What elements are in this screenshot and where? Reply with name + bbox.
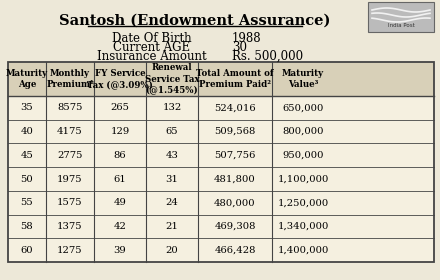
Text: 4175: 4175 bbox=[57, 127, 83, 136]
Text: 39: 39 bbox=[114, 246, 126, 255]
Text: 480,000: 480,000 bbox=[214, 198, 256, 207]
Text: 1575: 1575 bbox=[57, 198, 83, 207]
Text: 481,800: 481,800 bbox=[214, 174, 256, 183]
Text: FY Service
Tax (@3.09%): FY Service Tax (@3.09%) bbox=[87, 69, 153, 89]
Text: 265: 265 bbox=[110, 103, 129, 112]
Text: 129: 129 bbox=[110, 127, 130, 136]
Text: 1,400,000: 1,400,000 bbox=[277, 246, 329, 255]
Text: 507,756: 507,756 bbox=[214, 151, 256, 160]
Text: 55: 55 bbox=[21, 198, 33, 207]
Text: 1,340,000: 1,340,000 bbox=[277, 222, 329, 231]
Text: Rs. 500,000: Rs. 500,000 bbox=[232, 50, 303, 63]
Text: 45: 45 bbox=[21, 151, 33, 160]
Text: Maturity
Value³: Maturity Value³ bbox=[282, 69, 324, 89]
Text: 469,308: 469,308 bbox=[214, 222, 256, 231]
Text: 65: 65 bbox=[166, 127, 178, 136]
Text: 42: 42 bbox=[114, 222, 126, 231]
Text: 21: 21 bbox=[165, 222, 179, 231]
Text: 650,000: 650,000 bbox=[282, 103, 324, 112]
Bar bbox=[8, 62, 434, 96]
Bar bbox=[8, 62, 434, 262]
Text: 43: 43 bbox=[165, 151, 179, 160]
Text: 49: 49 bbox=[114, 198, 126, 207]
Text: Renewal
Service Tax
(@1.545%): Renewal Service Tax (@1.545%) bbox=[145, 63, 199, 95]
Text: Date Of Birth: Date Of Birth bbox=[112, 32, 192, 45]
Text: 61: 61 bbox=[114, 174, 126, 183]
Text: 50: 50 bbox=[21, 174, 33, 183]
Text: 1275: 1275 bbox=[57, 246, 83, 255]
Text: 466,428: 466,428 bbox=[214, 246, 256, 255]
Text: 524,016: 524,016 bbox=[214, 103, 256, 112]
Text: 509,568: 509,568 bbox=[214, 127, 256, 136]
Text: Maturity
Age: Maturity Age bbox=[6, 69, 48, 89]
Text: 1,250,000: 1,250,000 bbox=[277, 198, 329, 207]
Text: Monthly
Premium¹: Monthly Premium¹ bbox=[46, 69, 94, 89]
Text: 30: 30 bbox=[232, 41, 247, 54]
Text: 31: 31 bbox=[165, 174, 179, 183]
Text: 86: 86 bbox=[114, 151, 126, 160]
Text: Current AGE: Current AGE bbox=[114, 41, 191, 54]
Text: 24: 24 bbox=[165, 198, 179, 207]
Text: 950,000: 950,000 bbox=[282, 151, 324, 160]
Text: 800,000: 800,000 bbox=[282, 127, 324, 136]
Text: 58: 58 bbox=[21, 222, 33, 231]
Text: Total Amount of
Premium Paid²: Total Amount of Premium Paid² bbox=[196, 69, 274, 89]
Text: 1988: 1988 bbox=[232, 32, 262, 45]
Text: 2775: 2775 bbox=[57, 151, 83, 160]
Text: 35: 35 bbox=[21, 103, 33, 112]
Text: 1375: 1375 bbox=[57, 222, 83, 231]
Text: 132: 132 bbox=[162, 103, 182, 112]
Bar bbox=[8, 96, 434, 262]
Text: Santosh (Endowment Assurance): Santosh (Endowment Assurance) bbox=[59, 14, 331, 28]
Text: Insurance Amount: Insurance Amount bbox=[97, 50, 207, 63]
Text: 20: 20 bbox=[165, 246, 178, 255]
Text: 1975: 1975 bbox=[57, 174, 83, 183]
Bar bbox=[368, 2, 434, 32]
Text: 8575: 8575 bbox=[57, 103, 83, 112]
Text: India Post: India Post bbox=[388, 23, 414, 28]
Text: 40: 40 bbox=[21, 127, 33, 136]
Text: 60: 60 bbox=[21, 246, 33, 255]
Text: 1,100,000: 1,100,000 bbox=[277, 174, 329, 183]
